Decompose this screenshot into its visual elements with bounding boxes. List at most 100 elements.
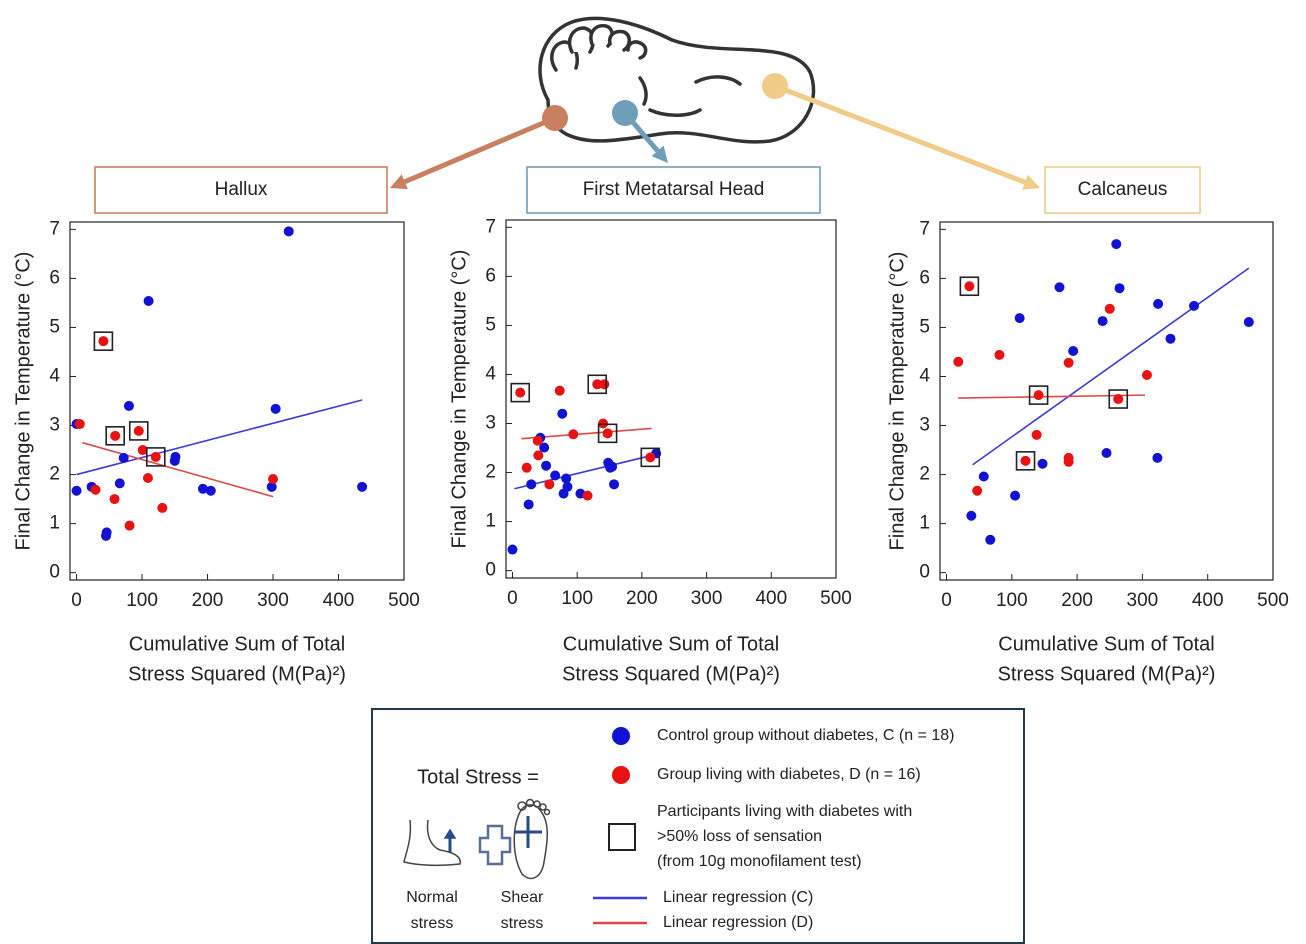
point <box>284 226 294 236</box>
y-tick-label: 1 <box>485 511 496 532</box>
point <box>1142 370 1152 380</box>
point <box>562 482 572 492</box>
y-tick-label: 2 <box>919 464 930 485</box>
x-tick-label: 0 <box>507 588 518 609</box>
point <box>110 431 120 441</box>
x-axis-label: Cumulative Sum of Total <box>998 633 1214 655</box>
point <box>151 452 161 462</box>
figure: 0 1 2 3 4 5 6 7 0 100 200 300 400 500 Final Change in … <box>0 0 1306 944</box>
x-axis-label: Cumulative Sum of Total <box>129 633 345 655</box>
point <box>1010 491 1020 501</box>
y-tick-label: 3 <box>49 415 60 436</box>
point <box>645 452 655 462</box>
point <box>607 462 617 472</box>
point <box>557 409 567 419</box>
x-axis-label: Cumulative Sum of Total <box>563 633 779 655</box>
x-axis-label: Stress Squared (M(Pa)²) <box>998 663 1216 685</box>
x-tick-label: 400 <box>755 588 787 609</box>
point <box>561 473 571 483</box>
legend-caption: stress <box>501 915 544 932</box>
x-tick-label: 100 <box>996 590 1028 611</box>
y-tick-label: 6 <box>49 267 60 288</box>
x-tick-label: 300 <box>691 588 723 609</box>
plot-frame <box>70 222 404 580</box>
y-tick-label: 1 <box>919 513 930 534</box>
plot-frame <box>506 220 836 578</box>
legend-label: Linear regression (D) <box>663 914 813 931</box>
x-tick-label: 100 <box>126 590 158 611</box>
point <box>170 452 180 462</box>
legend-label: >50% loss of sensation <box>657 828 822 845</box>
y-tick-label: 5 <box>49 316 60 337</box>
y-tick-label: 7 <box>485 216 496 237</box>
x-tick-label: 200 <box>626 588 658 609</box>
y-tick-label: 2 <box>485 462 496 483</box>
y-tick-label: 3 <box>919 415 930 436</box>
point <box>102 527 112 537</box>
point <box>1244 317 1254 327</box>
point <box>125 521 135 531</box>
y-tick-label: 7 <box>919 218 930 239</box>
point <box>75 419 85 429</box>
point <box>271 404 281 414</box>
x-tick-label: 300 <box>257 590 289 611</box>
y-tick-label: 0 <box>49 562 60 583</box>
point <box>603 428 613 438</box>
point <box>1054 282 1064 292</box>
x-tick-label: 0 <box>941 590 952 611</box>
point <box>98 336 108 346</box>
point <box>966 511 976 521</box>
point <box>994 350 1004 360</box>
x-axis-label: Stress Squared (M(Pa)²) <box>128 663 346 685</box>
point <box>143 473 153 483</box>
point <box>1038 459 1048 469</box>
point <box>598 419 608 429</box>
legend-label: Linear regression (C) <box>663 889 813 906</box>
plot-frame <box>940 222 1273 580</box>
y-tick-label: 7 <box>49 218 60 239</box>
point <box>524 499 534 509</box>
point <box>157 503 167 513</box>
y-tick-label: 1 <box>49 513 60 534</box>
y-tick-label: 5 <box>919 316 930 337</box>
legend-caption: stress <box>411 915 454 932</box>
point <box>357 482 367 492</box>
point <box>1113 394 1123 404</box>
x-tick-label: 400 <box>1192 590 1224 611</box>
point <box>268 474 278 484</box>
x-tick-label: 400 <box>323 590 355 611</box>
point <box>119 453 129 463</box>
chart-title: Calcaneus <box>1078 179 1168 200</box>
point <box>1064 358 1074 368</box>
y-tick-label: 4 <box>919 365 930 386</box>
point <box>979 472 989 482</box>
point <box>115 478 125 488</box>
point <box>206 486 216 496</box>
point <box>72 486 82 496</box>
y-tick-label: 5 <box>485 314 496 335</box>
legend-title: Total Stress = <box>417 766 539 788</box>
point <box>1189 301 1199 311</box>
point <box>541 461 551 471</box>
point <box>134 426 144 436</box>
y-tick-label: 2 <box>49 464 60 485</box>
point <box>609 479 619 489</box>
legend-caption: Normal <box>406 889 458 906</box>
point <box>599 379 609 389</box>
point <box>144 296 154 306</box>
y-axis-label: Final Change in Temperature (°C) <box>886 252 908 551</box>
legend-marker <box>612 727 630 745</box>
y-tick-label: 6 <box>485 265 496 286</box>
chart-title: First Metatarsal Head <box>583 179 765 200</box>
region-dot <box>612 100 638 126</box>
point <box>1102 448 1112 458</box>
x-tick-label: 300 <box>1127 590 1159 611</box>
y-tick-label: 3 <box>485 413 496 434</box>
x-tick-label: 500 <box>820 588 852 609</box>
point <box>1105 304 1115 314</box>
point <box>1111 239 1121 249</box>
point <box>555 386 565 396</box>
y-tick-label: 4 <box>49 365 60 386</box>
point <box>544 479 554 489</box>
legend-label: (from 10g monofilament test) <box>657 853 862 870</box>
